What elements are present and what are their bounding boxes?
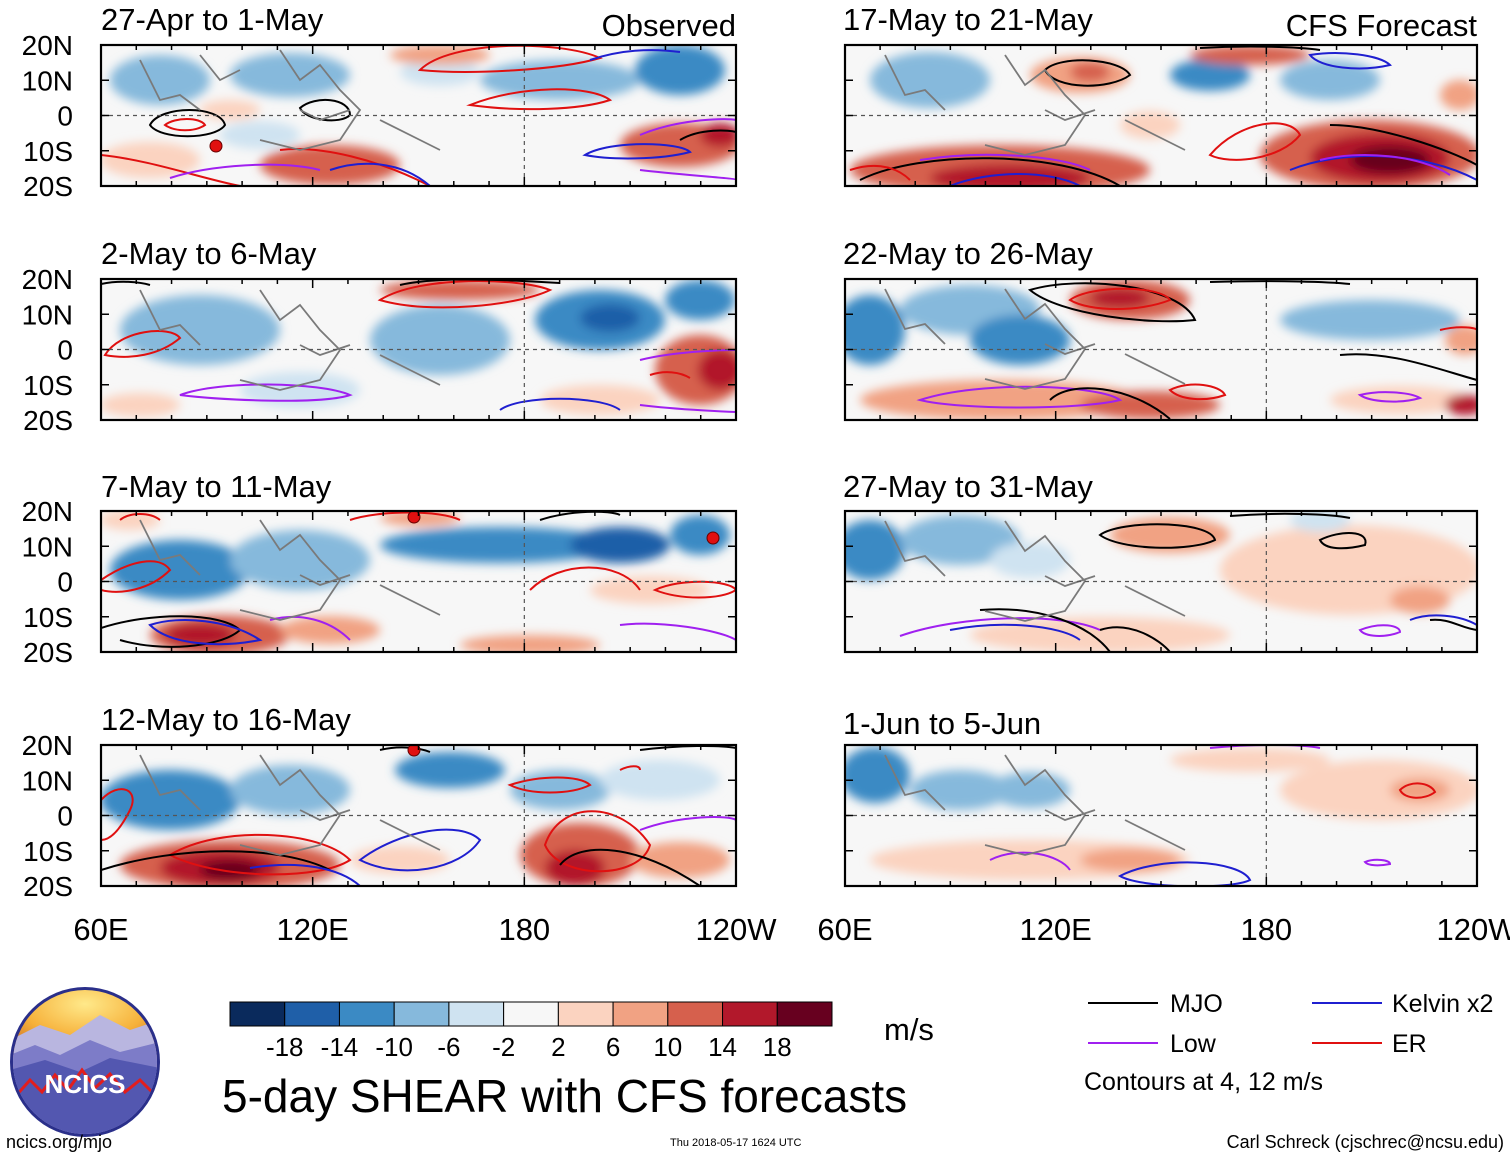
colorbar-swatch xyxy=(229,1001,286,1027)
colorbar-level-label: -10 xyxy=(375,1032,413,1062)
colorbar-level-label: -6 xyxy=(437,1032,460,1062)
panel-title-observed-2: 2-May to 6-May xyxy=(101,236,317,271)
colorbar: -18 -14 -10 -6 -2 2 6 10 14 18 xyxy=(229,1001,833,1062)
lat-tick-label: 20S xyxy=(23,405,73,436)
colorbar-swatch xyxy=(503,1001,559,1027)
colorbar-swatch xyxy=(284,1001,340,1027)
panel-forecast-3 xyxy=(845,511,1477,652)
lat-tick-label: 20S xyxy=(23,871,73,902)
colorbar-swatch xyxy=(612,1001,669,1027)
panel-observed-1 xyxy=(101,45,736,186)
panel-title-observed-4: 12-May to 16-May xyxy=(101,702,351,737)
ncics-logo: NCICS xyxy=(10,987,160,1137)
colorbar-level-label: 6 xyxy=(606,1032,620,1062)
colorbar-swatch xyxy=(557,1001,614,1027)
panel-title-forecast-2: 22-May to 26-May xyxy=(843,236,1093,271)
lat-tick-label: 20N xyxy=(22,730,73,761)
lon-tick-label: 180 xyxy=(498,912,550,947)
column-label-forecast: CFS Forecast xyxy=(1286,8,1478,43)
logo-text: NCICS xyxy=(45,1069,126,1099)
panel-observed-3 xyxy=(101,511,736,652)
legend-label-kelvin: Kelvin x2 xyxy=(1392,990,1493,1018)
colorbar-swatch xyxy=(393,1001,450,1027)
contour-note: Contours at 4, 12 m/s xyxy=(1084,1068,1323,1096)
lat-tick-label: 0 xyxy=(57,801,73,832)
lat-tick-label: 0 xyxy=(57,335,73,366)
legend-label-mjo: MJO xyxy=(1170,990,1223,1018)
panel-observed-4 xyxy=(101,745,736,886)
axis-labels: 20N 10N 0 10S 20S 20N 10N 0 10S 20S 20N 10N 0 10S 20S 2… xyxy=(22,30,1510,947)
panel-frames xyxy=(99,43,1479,888)
lon-tick-label: 120E xyxy=(276,912,348,947)
colorbar-swatch xyxy=(338,1001,395,1027)
lat-tick-label: 0 xyxy=(57,101,73,132)
lon-tick-label: 180 xyxy=(1240,912,1292,947)
lat-tick-label: 10S xyxy=(23,370,73,401)
legend-label-er: ER xyxy=(1392,1030,1427,1058)
panel-title-forecast-1: 17-May to 21-May xyxy=(843,2,1093,37)
panel-title-observed-1: 27-Apr to 1-May xyxy=(101,2,324,37)
lon-tick-label: 60E xyxy=(817,912,872,947)
lon-tick-label: 60E xyxy=(73,912,128,947)
colorbar-level-label: 18 xyxy=(763,1032,792,1062)
lat-tick-label: 10N xyxy=(22,299,73,330)
footer-timestamp: Thu 2018-05-17 1624 UTC xyxy=(670,1137,802,1149)
panel-title-observed-3: 7-May to 11-May xyxy=(101,469,332,504)
lat-tick-label: 10S xyxy=(23,136,73,167)
figure-title: 5-day SHEAR with CFS forecasts xyxy=(222,1070,907,1122)
lat-tick-label: 20S xyxy=(23,171,73,202)
colorbar-swatch xyxy=(448,1001,505,1027)
lat-tick-label: 0 xyxy=(57,567,73,598)
panel-title-forecast-3: 27-May to 31-May xyxy=(843,469,1093,504)
colorbar-level-label: 2 xyxy=(551,1032,565,1062)
colorbar-swatch xyxy=(776,1001,833,1027)
colorbar-swatch xyxy=(722,1001,778,1027)
lat-tick-label: 20N xyxy=(22,496,73,527)
contour-legend: MJO Kelvin x2 Low ER Contours at 4, 12 m… xyxy=(1084,990,1493,1096)
panel-title-forecast-4: 1-Jun to 5-Jun xyxy=(843,706,1041,741)
lat-tick-label: 10N xyxy=(22,765,73,796)
lat-tick-label: 10S xyxy=(23,836,73,867)
colorbar-swatch xyxy=(667,1001,724,1027)
colorbar-level-label: -14 xyxy=(321,1032,359,1062)
colorbar-level-label: 14 xyxy=(708,1032,737,1062)
legend-label-low: Low xyxy=(1170,1030,1217,1058)
footer-author: Carl Schreck (cjschrec@ncsu.edu) xyxy=(1227,1132,1504,1152)
lat-tick-label: 20N xyxy=(22,30,73,61)
footer-url[interactable]: ncics.org/mjo xyxy=(6,1132,112,1152)
lat-tick-label: 20N xyxy=(22,264,73,295)
lat-tick-label: 10N xyxy=(22,531,73,562)
lat-tick-label: 10S xyxy=(23,602,73,633)
lon-tick-label: 120E xyxy=(1019,912,1091,947)
lon-tick-label: 120W xyxy=(696,912,778,947)
column-label-observed: Observed xyxy=(602,8,736,43)
panel-forecast-1 xyxy=(845,45,1477,186)
colorbar-level-label: 10 xyxy=(653,1032,682,1062)
units-label: m/s xyxy=(884,1012,934,1047)
lon-tick-label: 120W xyxy=(1437,912,1510,947)
colorbar-level-label: -2 xyxy=(492,1032,515,1062)
lat-tick-label: 20S xyxy=(23,637,73,668)
lat-tick-label: 10N xyxy=(22,65,73,96)
colorbar-level-label: -18 xyxy=(266,1032,304,1062)
